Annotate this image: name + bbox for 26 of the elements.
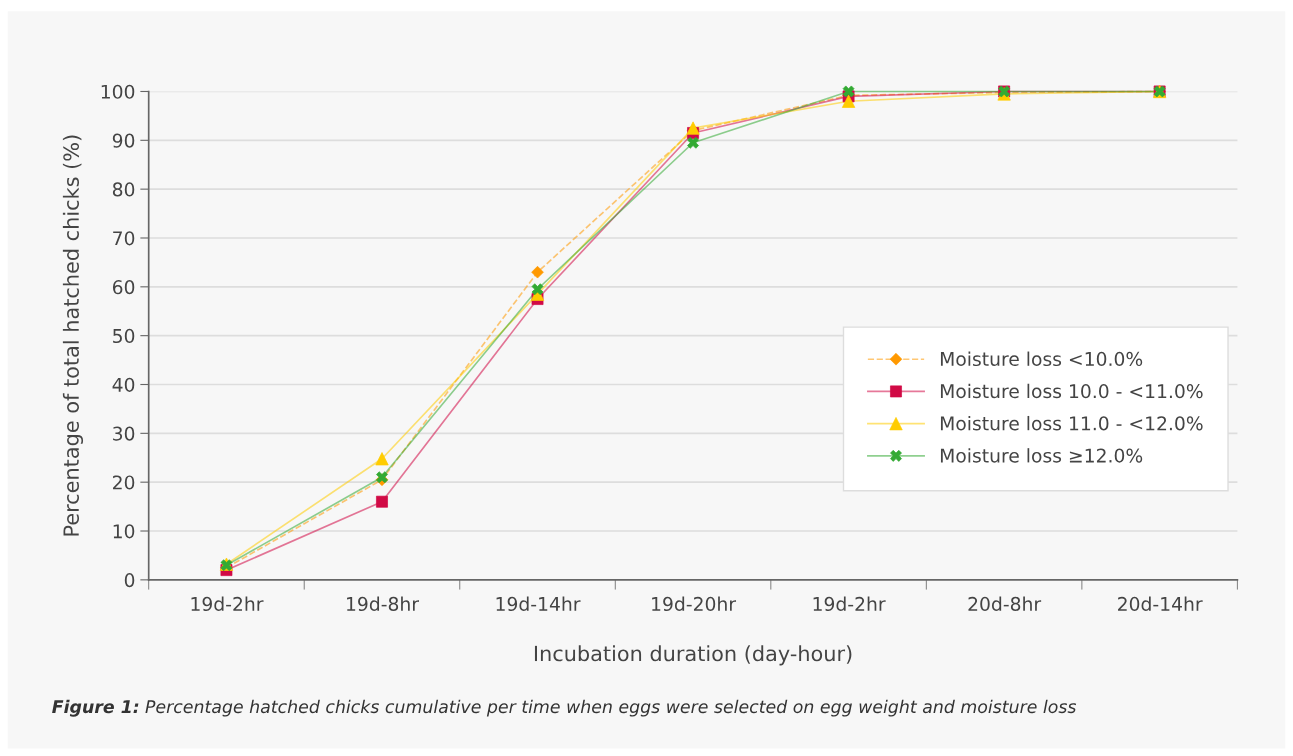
y-tick-label: 90 <box>112 133 135 148</box>
legend-label: Moisture loss 11.0 - <12.0% <box>940 415 1203 431</box>
y-tick-label: 30 <box>113 426 135 441</box>
x-tick-label: 19d-2hr <box>191 596 264 612</box>
x-tick-label: 19d-2hr <box>813 596 886 612</box>
y-tick-label: 40 <box>112 377 135 392</box>
y-tick-label: 10 <box>113 524 135 539</box>
caption: Figure 1: <box>52 699 139 717</box>
legend-label: Moisture loss ≥12.0% <box>940 448 1143 463</box>
y-tick-label: 20 <box>113 475 135 490</box>
x-tick-label: 19d-20hr <box>652 596 737 612</box>
y-tick-label: 0 <box>124 573 135 588</box>
x-tick-label: 19d-14hr <box>496 596 581 612</box>
legend-label: Moisture loss 10.0 - <11.0% <box>940 383 1203 399</box>
text: Percentage hatched chicks cumulative per time when eggs were selected on egg weight and moisture loss <box>145 699 1077 717</box>
y-tick-label: 60 <box>112 280 135 295</box>
x-tick-label: 19d-8hr <box>347 596 420 612</box>
y-axis-title: Percentage of total hatched chicks (%) <box>62 135 84 536</box>
x-tick-label: 20d-14hr <box>1118 596 1203 612</box>
y-tick-label: 50 <box>113 328 135 344</box>
y-tick-label: 70 <box>113 231 135 246</box>
x-tick-label: 20d-8hr <box>968 596 1042 612</box>
y-tick-label: 80 <box>112 182 135 197</box>
y-tick-label: 100 <box>101 84 135 99</box>
legend-label: Moisture loss <10.0% <box>940 351 1143 367</box>
x-axis-title: Incubation duration (day-hour) <box>534 645 852 666</box>
